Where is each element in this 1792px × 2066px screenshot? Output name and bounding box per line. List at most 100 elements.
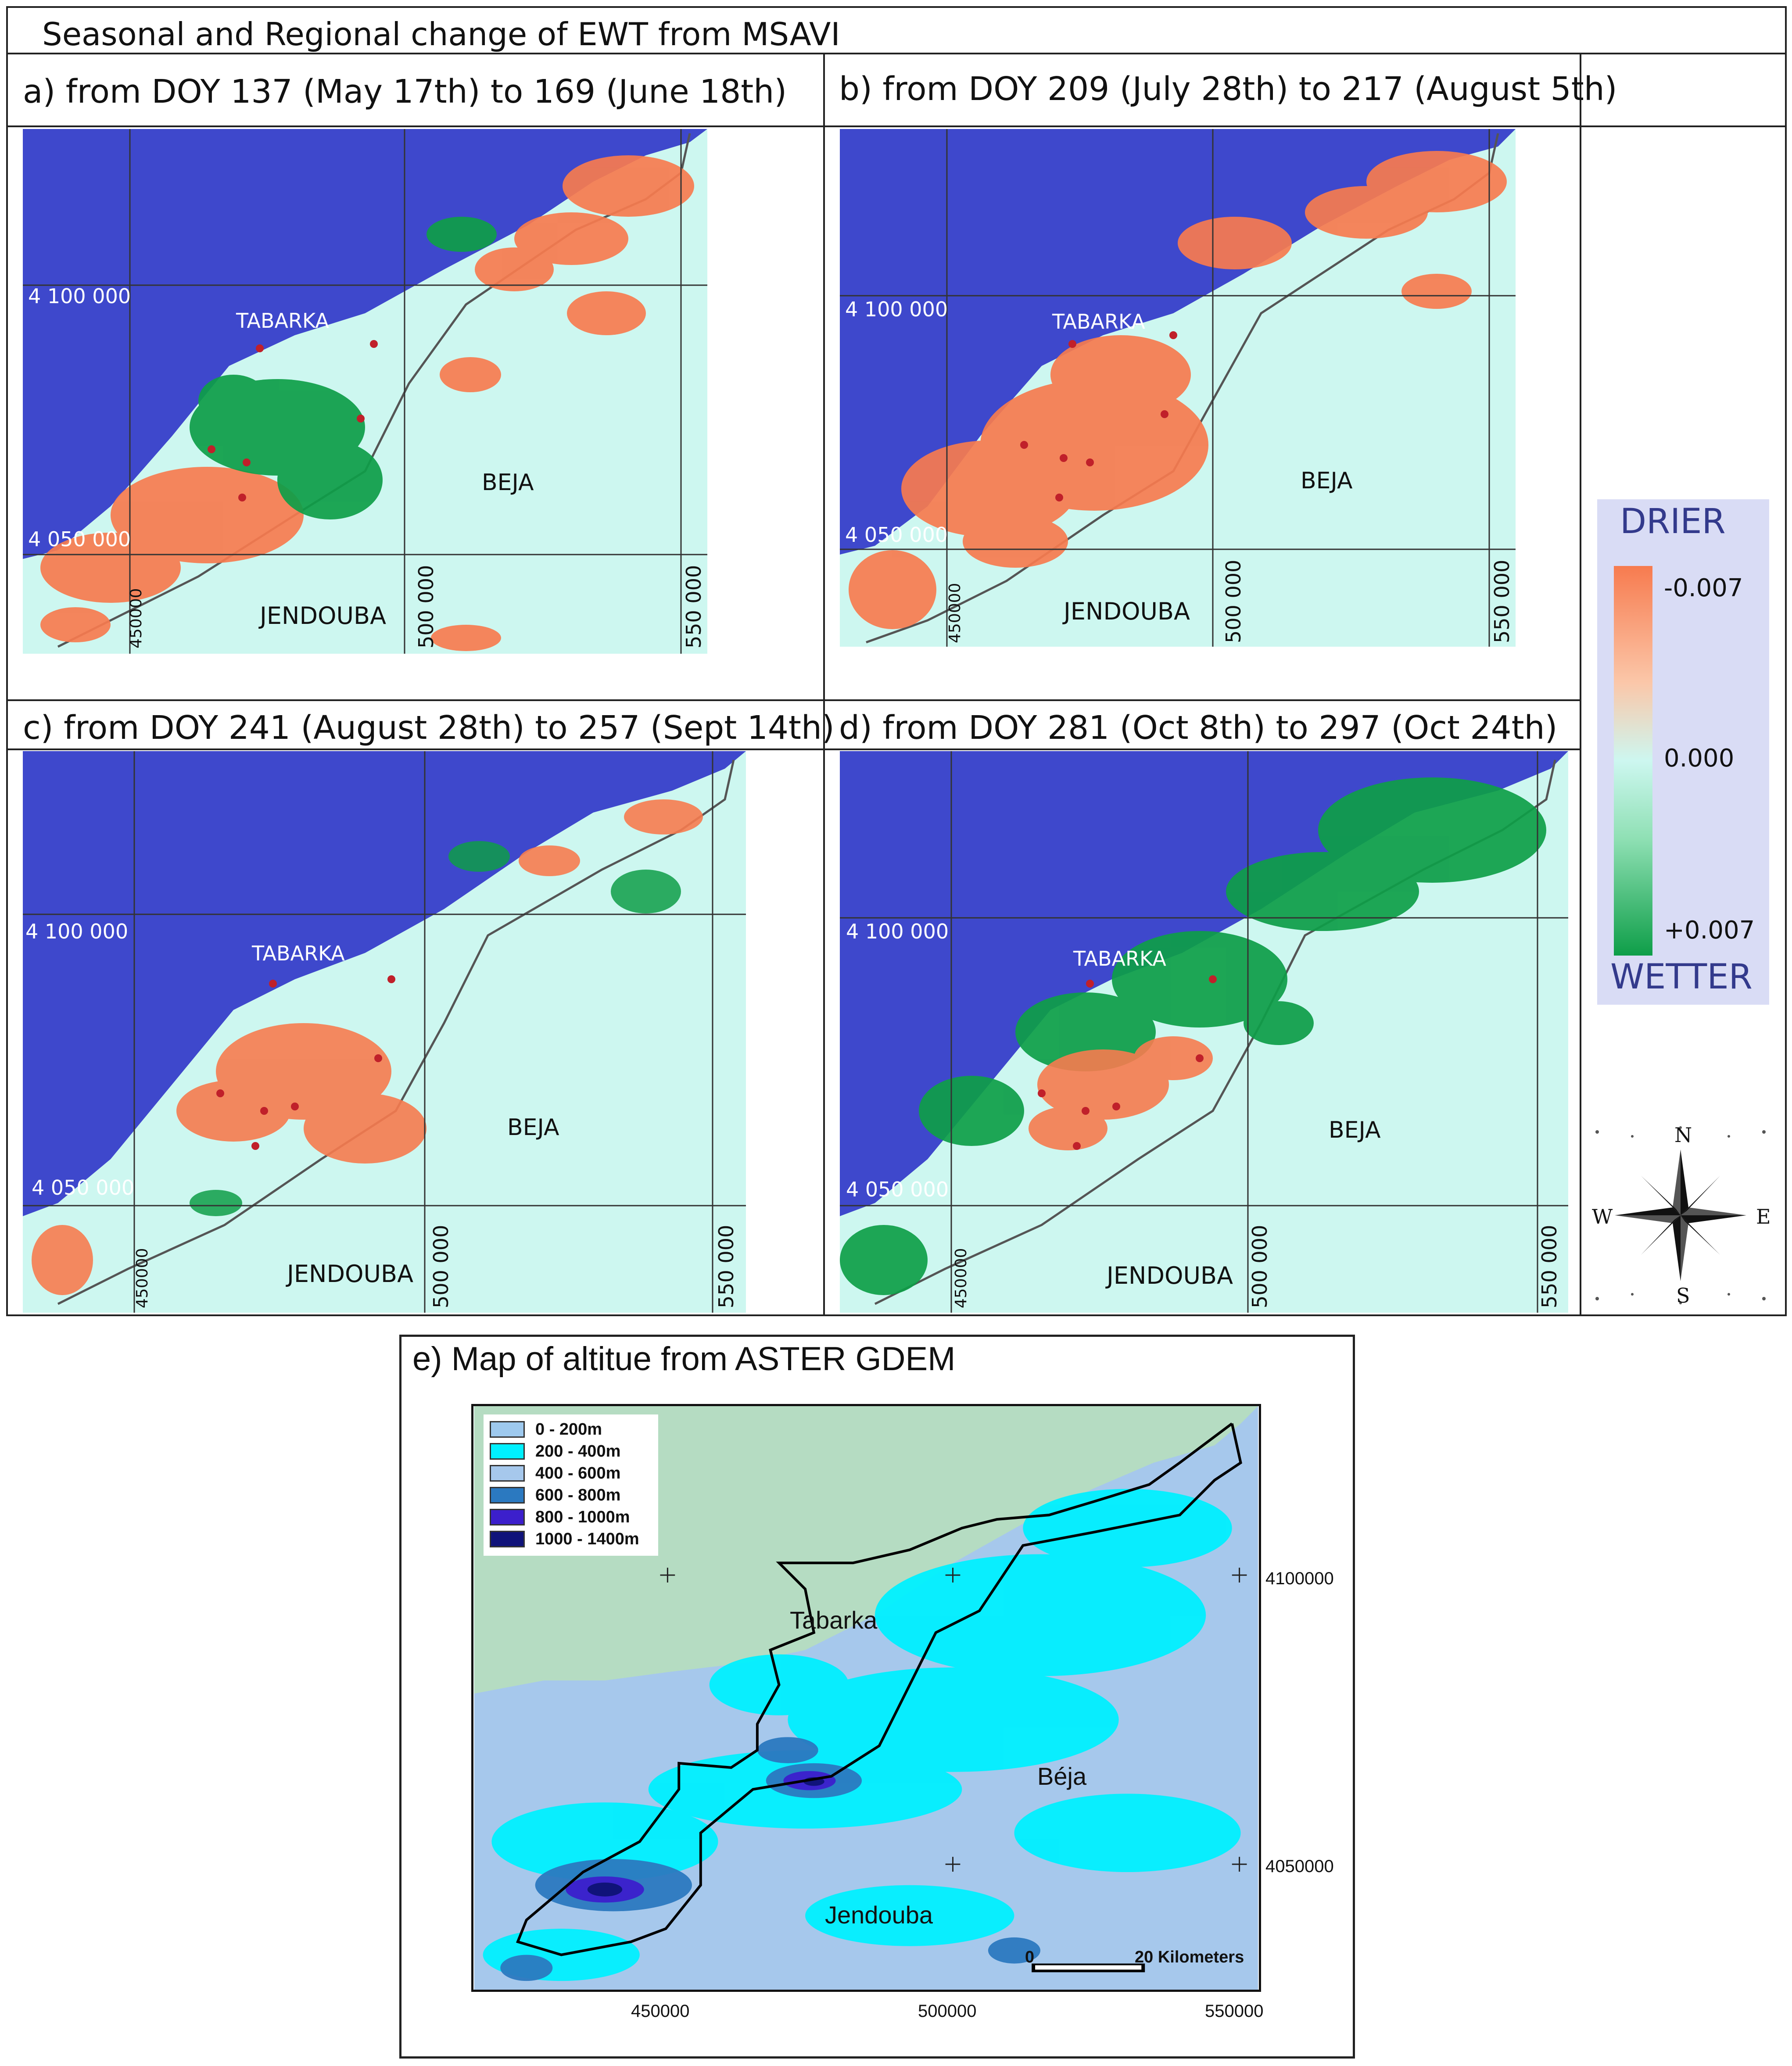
compass-star-icon <box>1595 1126 1766 1304</box>
panel-d-easting-450: 450000 <box>952 1248 970 1308</box>
panel-b-place-beja: BEJA <box>1301 468 1353 494</box>
compass-n: N <box>1674 1123 1692 1147</box>
panel-a-map <box>23 129 707 654</box>
altitude-legend-label: 400 - 600m <box>535 1464 621 1482</box>
panel-d-easting-550: 550 000 <box>1538 1225 1561 1308</box>
table-rule-col-legend <box>1580 53 1581 1316</box>
sea <box>23 751 746 1216</box>
panel-b-easting-500: 500 000 <box>1222 559 1245 643</box>
panel-c-northing-upper: 4 100 000 <box>25 920 129 943</box>
panel-c-place-tabarka: TABARKA <box>252 942 345 965</box>
altitude-y-tick-4100000: 4100000 <box>1265 1569 1334 1588</box>
compass-rose: N S W E <box>1588 1123 1773 1307</box>
scalebar-label: 20 Kilometers <box>1135 1948 1244 1966</box>
altitude-legend-row: 600 - 800m <box>490 1486 620 1504</box>
panel-b-northing-lower: 4 050 000 <box>845 523 948 547</box>
altitude-legend-row: 400 - 600m <box>490 1464 620 1482</box>
compass-s: S <box>1676 1284 1690 1307</box>
altitude-swatch-1 <box>490 1443 525 1460</box>
legend-drier-label: DRIER <box>1620 502 1726 541</box>
altitude-legend-label: 1000 - 1400m <box>535 1529 639 1548</box>
altitude-legend-label: 0 - 200m <box>535 1420 602 1439</box>
panel-d-easting-500: 500 000 <box>1248 1225 1272 1308</box>
table-rule-row-split <box>6 699 1581 701</box>
panel-a-place-jendouba: JENDOUBA <box>260 602 387 630</box>
altitude-svg <box>474 1406 1258 1990</box>
figure-title: Seasonal and Regional change of EWT from… <box>42 16 840 53</box>
panel-c-title: c) from DOY 241 (August 28th) to 257 (Se… <box>23 709 835 747</box>
altitude-legend-label: 200 - 400m <box>535 1442 621 1461</box>
panel-d-place-tabarka: TABARKA <box>1073 947 1166 970</box>
altitude-legend-label: 800 - 1000m <box>535 1507 630 1526</box>
panel-c-easting-500: 500 000 <box>429 1225 453 1308</box>
altitude-place-tabarka: Tabarka <box>790 1606 878 1634</box>
altitude-x-tick-500000: 500000 <box>918 2002 977 2021</box>
sea <box>840 129 1516 555</box>
table-rule-row1-header <box>6 125 1787 127</box>
altitude-map <box>471 1404 1261 1992</box>
legend-value-min: -0.007 <box>1664 574 1743 602</box>
legend-color-ramp <box>1614 566 1652 956</box>
panel-b-easting-450: 450000 <box>946 583 964 643</box>
panel-c-northing-lower: 4 050 000 <box>32 1176 135 1199</box>
panel-b-place-tabarka: TABARKA <box>1052 310 1145 333</box>
altitude-x-tick-450000: 450000 <box>631 2002 690 2021</box>
panel-d-map <box>840 751 1568 1313</box>
panel-b-title: b) from DOY 209 (July 28th) to 217 (Augu… <box>839 70 1617 108</box>
altitude-swatch-2 <box>490 1465 525 1482</box>
panel-c-easting-550: 550 000 <box>714 1225 738 1308</box>
sea <box>840 751 1568 1216</box>
table-rule-row2-header <box>6 748 1581 750</box>
altitude-swatch-3 <box>490 1487 525 1504</box>
compass-e: E <box>1756 1205 1771 1228</box>
panel-c-easting-450: 450000 <box>133 1248 151 1308</box>
altitude-title: e) Map of altitue from ASTER GDEM <box>412 1340 956 1378</box>
panel-c-svg <box>23 751 746 1313</box>
altitude-legend: 0 - 200m 200 - 400m 400 - 600m 600 - 800… <box>484 1414 658 1556</box>
panel-d-place-beja: BEJA <box>1329 1117 1381 1143</box>
panel-b-svg <box>840 129 1516 647</box>
panel-a-easting-450: 450000 <box>127 588 145 648</box>
altitude-legend-row: 1000 - 1400m <box>490 1530 639 1548</box>
panel-a-place-tabarka: TABARKA <box>236 309 329 333</box>
table-rule-col-split <box>823 53 825 1316</box>
panel-b-map <box>840 129 1516 647</box>
altitude-y-tick-4050000: 4050000 <box>1265 1857 1334 1876</box>
panel-a-place-beja: BEJA <box>482 469 534 496</box>
panel-d-northing-lower: 4 050 000 <box>846 1178 949 1201</box>
panel-c-place-jendouba: JENDOUBA <box>287 1260 414 1288</box>
altitude-place-beja: Béja <box>1037 1762 1087 1790</box>
panel-d-place-jendouba: JENDOUBA <box>1107 1262 1233 1289</box>
legend-wetter-label: WETTER <box>1610 957 1753 997</box>
panel-a-svg <box>23 129 707 654</box>
panel-a-northing-upper: 4 100 000 <box>28 284 131 308</box>
panel-a-easting-500: 500 000 <box>414 565 438 648</box>
scalebar-zero: 0 <box>1025 1948 1035 1966</box>
legend-value-mid: 0.000 <box>1664 744 1735 773</box>
panel-d-title: d) from DOY 281 (Oct 8th) to 297 (Oct 24… <box>839 709 1558 747</box>
altitude-swatch-5 <box>490 1531 525 1547</box>
altitude-place-jendouba: Jendouba <box>825 1901 933 1929</box>
panel-a-easting-550: 550 000 <box>682 565 706 648</box>
sea <box>23 129 707 559</box>
table-rule-title <box>6 53 1787 54</box>
legend-value-max: +0.007 <box>1664 916 1755 945</box>
altitude-swatch-4 <box>490 1509 525 1525</box>
altitude-legend-label: 600 - 800m <box>535 1486 621 1504</box>
altitude-legend-row: 200 - 400m <box>490 1442 621 1461</box>
panel-b-northing-upper: 4 100 000 <box>845 297 948 321</box>
panel-a-title: a) from DOY 137 (May 17th) to 169 (June … <box>23 73 787 111</box>
panel-c-place-beja: BEJA <box>507 1114 559 1141</box>
region-boundary <box>516 1422 1242 1956</box>
ewt-legend: DRIER -0.007 0.000 +0.007 WETTER <box>1597 499 1769 1005</box>
panel-d-northing-upper: 4 100 000 <box>846 920 949 943</box>
panel-d-svg <box>840 751 1568 1313</box>
altitude-swatch-0 <box>490 1421 525 1438</box>
altitude-legend-row: 0 - 200m <box>490 1420 602 1439</box>
panel-a-northing-lower: 4 050 000 <box>28 527 131 551</box>
compass-w: W <box>1592 1205 1613 1228</box>
panel-b-easting-550: 550 000 <box>1490 559 1514 643</box>
altitude-legend-row: 800 - 1000m <box>490 1508 630 1526</box>
sea <box>474 1406 1258 1694</box>
altitude-x-tick-550000: 550000 <box>1205 2002 1264 2021</box>
